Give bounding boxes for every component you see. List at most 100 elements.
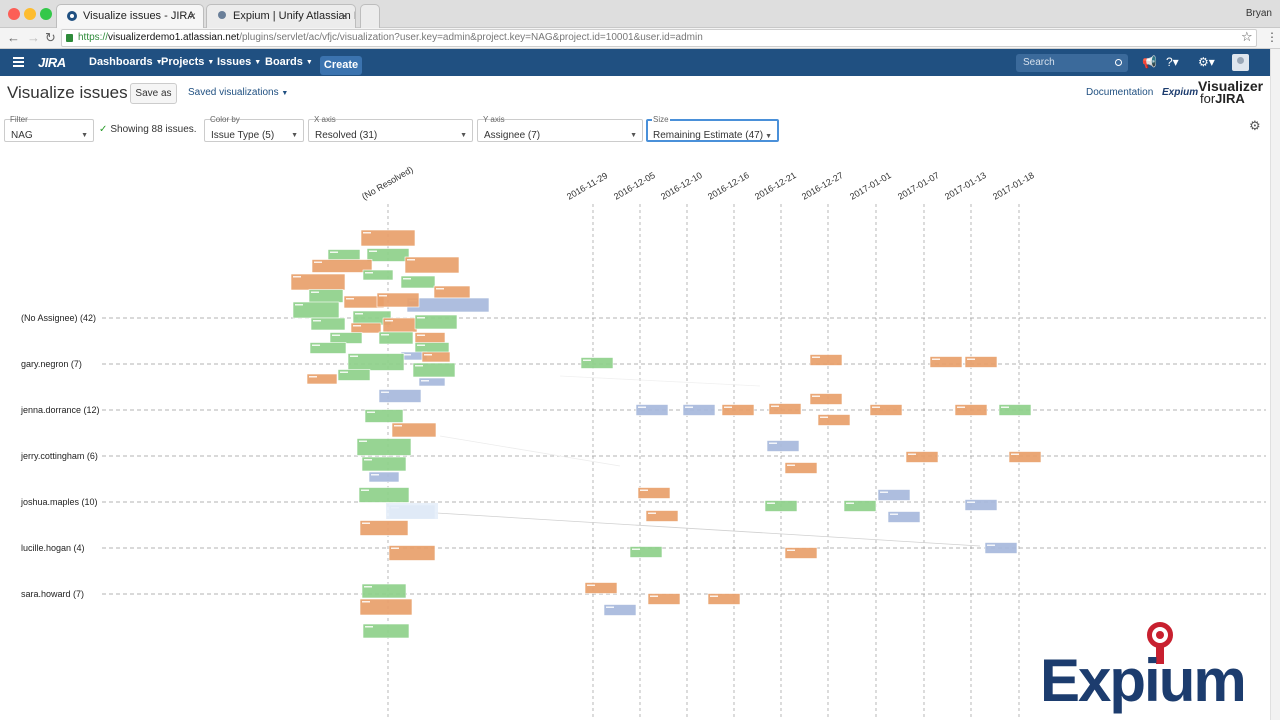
x-axis-select[interactable]: Resolved (31) ▼ X axis [308, 115, 473, 142]
color-by-value-box[interactable]: Issue Type (5) ▼ [204, 119, 304, 142]
issue-card-key [417, 334, 425, 336]
issue-card [358, 487, 410, 503]
issue-card-key [311, 291, 319, 293]
chevron-down-icon: ▼ [254, 58, 262, 66]
back-arrow-icon[interactable]: ← [7, 30, 20, 45]
x-tick-label: 2016-11-29 [565, 170, 609, 201]
issue-card [637, 487, 671, 499]
megaphone-icon[interactable]: 📢 [1142, 55, 1157, 69]
chevron-down-icon: ▼ [155, 58, 163, 66]
issue-card [356, 438, 412, 456]
issue-card-key [987, 544, 995, 546]
nav-issues[interactable]: Issues ▼ [217, 56, 261, 68]
y-tick-label: (No Assignee) (42) [21, 313, 96, 323]
browser-address-bar: ← → ↻ https://visualizerdemo1.atlassian.… [0, 28, 1280, 49]
issue-card [580, 357, 614, 369]
avatar[interactable] [1232, 54, 1249, 71]
issue-card-key [355, 313, 363, 315]
page-scrollbar[interactable] [1270, 49, 1280, 720]
issue-card [764, 500, 798, 512]
issue-card-key [812, 356, 820, 358]
issue-card-key [583, 359, 591, 361]
issue-card-key [436, 288, 444, 290]
issue-card [359, 520, 409, 536]
jira-logo[interactable]: JIRA [38, 55, 66, 70]
issue-card [929, 356, 963, 368]
issue-card [784, 547, 818, 559]
new-tab-button[interactable] [360, 4, 380, 28]
nav-label: Boards [265, 56, 303, 68]
close-window-button[interactable] [8, 8, 20, 20]
browser-profile-name[interactable]: Bryan [1245, 8, 1272, 19]
app-switcher-icon[interactable] [13, 57, 24, 67]
issue-card-key [309, 376, 317, 378]
minimize-window-button[interactable] [24, 8, 36, 20]
expium-logo-large: Expium [1040, 622, 1264, 720]
close-tab-icon[interactable]: × [340, 9, 348, 23]
y-axis-label: Y axis [483, 115, 505, 124]
issue-card [647, 593, 681, 605]
chevron-down-icon: ▼ [291, 132, 298, 139]
issue-card [954, 404, 988, 416]
x-tick-label: 2016-12-10 [659, 170, 704, 202]
issue-card-key [932, 358, 940, 360]
browser-menu-icon[interactable]: ⋮ [1266, 30, 1278, 44]
chevron-down-icon: ▼ [281, 90, 289, 97]
y-axis-select[interactable]: Assignee (7) ▼ Y axis [477, 115, 643, 142]
maximize-window-button[interactable] [40, 8, 52, 20]
issue-card-key [359, 440, 367, 442]
issue-card-key [710, 595, 718, 597]
issue-card [418, 377, 446, 387]
bookmark-star-icon[interactable]: ☆ [1241, 29, 1253, 44]
saved-visualizations-dropdown[interactable]: Saved visualizations ▼ [188, 87, 288, 98]
expium-logo-small[interactable]: Expium [1162, 87, 1199, 98]
reload-icon[interactable]: ↻ [45, 30, 56, 45]
filter-select[interactable]: NAG ▼ Filter [4, 115, 94, 142]
help-icon[interactable]: ?▾ [1166, 55, 1179, 69]
x-tick-label: (No Resolved) [360, 164, 415, 201]
issue-card [412, 362, 456, 378]
search-input[interactable]: Search [1016, 54, 1128, 72]
issue-card [361, 583, 407, 599]
close-tab-icon[interactable]: × [188, 9, 196, 23]
tab-visualize-issues[interactable]: Visualize issues - JIRA × [56, 4, 204, 28]
tab-expium[interactable]: Expium | Unify Atlassian Dep × [206, 4, 356, 28]
save-as-button[interactable]: Save as [130, 83, 177, 104]
expium-favicon-icon [218, 11, 226, 19]
x-axis-value-box[interactable]: Resolved (31) ▼ [308, 119, 473, 142]
issue-card [1008, 451, 1042, 463]
y-axis-value-box[interactable]: Assignee (7) ▼ [477, 119, 643, 142]
nav-boards[interactable]: Boards ▼ [265, 56, 313, 68]
issue-card-key [606, 606, 614, 608]
settings-gear-icon[interactable]: ⚙ [1249, 118, 1261, 133]
issue-card [364, 409, 404, 423]
gear-icon[interactable]: ⚙▾ [1198, 55, 1215, 69]
url-path: /plugins/servlet/ac/vfjc/visualization?u… [239, 32, 703, 43]
nav-projects[interactable]: Projects ▼ [161, 56, 214, 68]
issue-card [337, 369, 371, 381]
x-tick-label: 2017-01-13 [943, 170, 988, 202]
issue-card-key [417, 344, 425, 346]
issue-card [964, 499, 998, 511]
size-select[interactable]: Remaining Estimate (47) ▼ Size [646, 115, 779, 142]
documentation-link[interactable]: Documentation [1086, 87, 1154, 98]
create-button[interactable]: Create [320, 56, 362, 75]
nav-dashboards[interactable]: Dashboards ▼ [89, 56, 163, 68]
issue-card [362, 269, 394, 281]
issue-card-key [391, 547, 399, 549]
issue-card-key [1011, 453, 1019, 455]
color-by-select[interactable]: Issue Type (5) ▼ Color by [204, 115, 304, 142]
filter-value-box[interactable]: NAG ▼ [4, 119, 94, 142]
size-value-box[interactable]: Remaining Estimate (47) ▼ [646, 119, 779, 142]
forward-arrow-icon[interactable]: → [27, 30, 40, 45]
issue-card-key [787, 549, 795, 551]
url-input[interactable]: https://visualizerdemo1.atlassian.net/pl… [61, 29, 1257, 47]
color-by-label: Color by [210, 115, 240, 124]
issue-card-key [890, 513, 898, 515]
chevron-down-icon: ▼ [460, 132, 467, 139]
issue-card-key [364, 459, 372, 461]
showing-text: Showing 88 issues. [110, 124, 197, 135]
issue-card-key [957, 406, 965, 408]
visualization-chart: (No Resolved) 2016-11-29 2016-12-05 2016-12… [20, 164, 1266, 720]
issue-card [433, 285, 471, 299]
